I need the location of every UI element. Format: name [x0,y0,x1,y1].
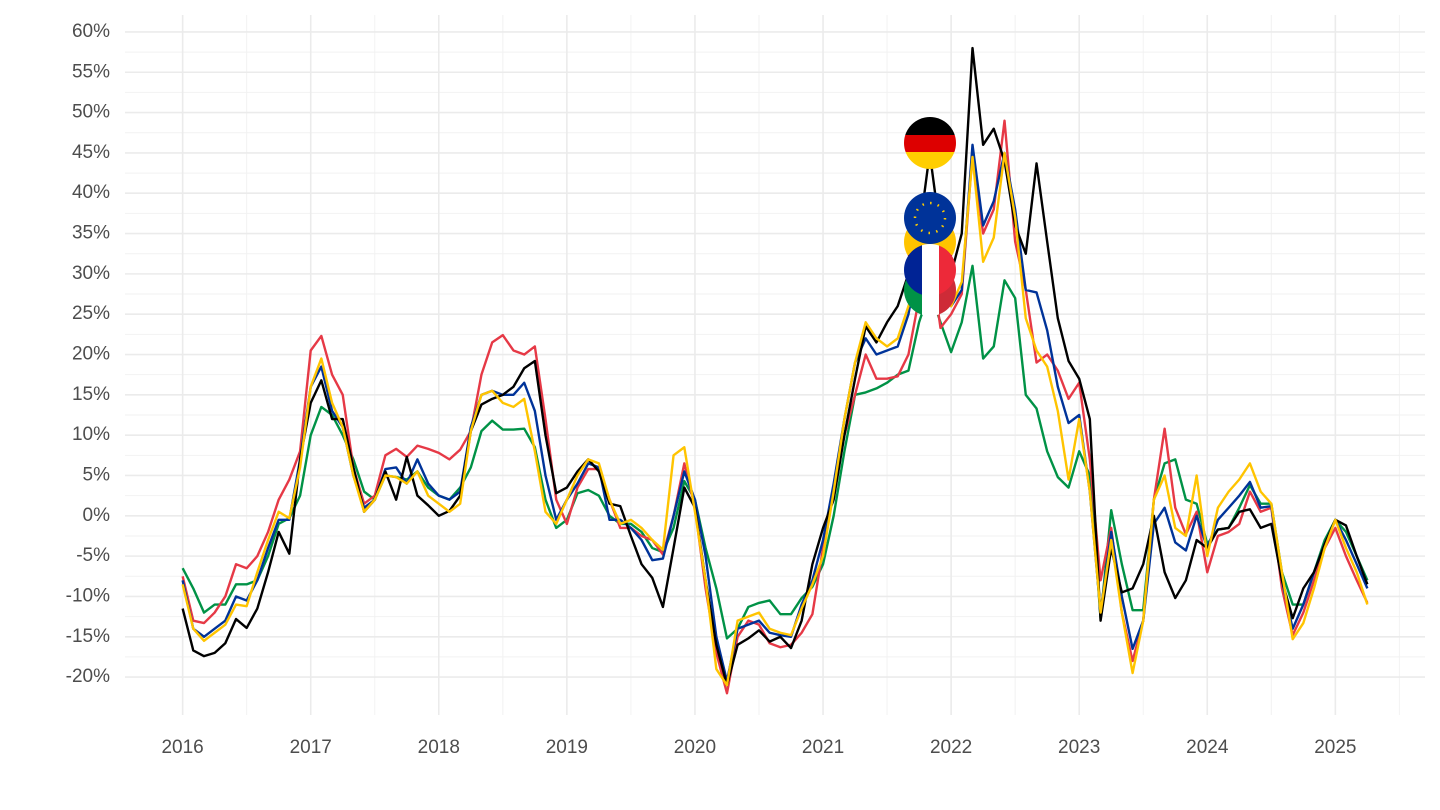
x-tick-label: 2023 [1058,737,1100,758]
y-tick-label: 50% [72,102,110,123]
y-tick-label: 60% [72,21,110,42]
series-line [181,143,1369,683]
series-line [181,46,1369,687]
y-tick-label: -20% [66,666,110,687]
y-tick-label: 45% [72,142,110,163]
grid [125,15,1425,715]
x-tick-label: 2021 [802,737,844,758]
flag-germany [904,117,956,169]
x-tick-label: 2016 [161,737,203,758]
x-tick-label: 2024 [1186,737,1229,758]
x-tick-label: 2019 [546,737,588,758]
x-tick-label: 2017 [290,737,332,758]
y-tick-label: 35% [72,223,110,244]
y-tick-label: 20% [72,344,110,365]
y-tick-label: 0% [83,505,111,526]
y-tick-label: 5% [83,464,111,485]
y-tick-label: -10% [66,585,110,606]
y-tick-label: 15% [72,384,110,405]
series-line [181,119,1369,695]
y-tick-label: 55% [72,61,110,82]
lines [181,46,1369,695]
y-tick-label: 25% [72,303,110,324]
x-tick-label: 2018 [418,737,460,758]
y-tick-label: 40% [72,182,110,203]
x-tick-label: 2022 [930,737,972,758]
flag-france [904,244,956,296]
series-line [181,264,1369,640]
flags [904,117,956,316]
y-tick-label: -5% [76,545,110,566]
flag-eu [904,192,956,244]
y-tick-label: 10% [72,424,110,445]
y-tick-label: 30% [72,263,110,284]
x-tick-label: 2025 [1314,737,1356,758]
y-tick-label: -15% [66,626,110,647]
x-tick-label: 2020 [674,737,716,758]
series-line [181,151,1369,687]
